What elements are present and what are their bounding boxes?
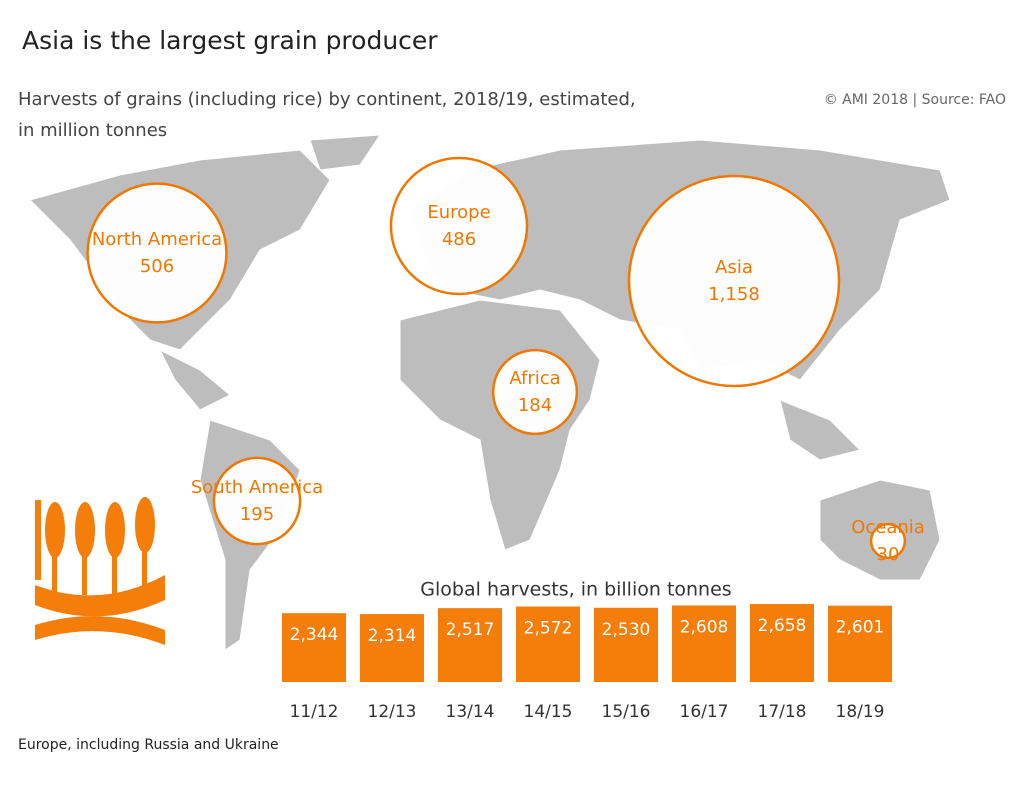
source: © AMI 2018 | Source: FAO [824,92,1006,108]
bubble-value: 506 [140,256,174,277]
bar [672,605,736,682]
x-tick-label: 13/14 [446,702,495,722]
bubble-label: South America [191,477,323,498]
bar-value: 2,658 [758,616,807,636]
x-tick-label: 11/12 [290,702,339,722]
x-tick-label: 17/18 [758,702,807,722]
bubble-label: North America [92,229,222,250]
bubble [627,174,841,388]
bubble-value: 195 [240,504,274,525]
bubble-label: Europe [427,202,490,223]
bubble [212,456,302,546]
bar [750,604,814,682]
bar [438,608,502,682]
subtitle: in million tonnes [18,120,167,141]
wheat-icon [35,497,165,645]
bubble [491,348,579,436]
bubble-label: Africa [509,368,560,389]
x-tick-label: 18/19 [836,702,885,722]
bubble [86,182,228,324]
bar [594,607,658,682]
bar-value: 2,517 [446,620,495,640]
x-tick-label: 12/13 [368,702,417,722]
bubble [869,522,907,560]
bar-value: 2,344 [290,625,339,645]
bubble-value: 30 [877,544,900,565]
bubble [389,156,529,296]
bubble-value: 184 [518,395,552,416]
bubble-value: 1,158 [708,284,760,305]
title: Asia is the largest grain producer [22,26,438,55]
bar-value: 2,608 [680,617,729,637]
bubble-label: Asia [715,257,753,278]
bubble-label: Oceania [851,517,925,538]
bar-value: 2,572 [524,619,573,639]
x-tick-label: 15/16 [602,702,651,722]
footnote: Europe, including Russia and Ukraine [18,737,279,753]
bar [282,613,346,682]
x-tick-label: 16/17 [680,702,729,722]
bar [516,606,580,682]
bar-title: Global harvests, in billion tonnes [420,579,731,601]
bar [360,614,424,682]
x-tick-label: 14/15 [524,702,573,722]
bar-value: 2,601 [836,618,885,638]
bar [828,605,892,682]
bar-value: 2,530 [602,620,651,640]
bubble-value: 486 [442,229,476,250]
bar-value: 2,314 [368,626,417,646]
subtitle: Harvests of grains (including rice) by c… [18,89,636,110]
